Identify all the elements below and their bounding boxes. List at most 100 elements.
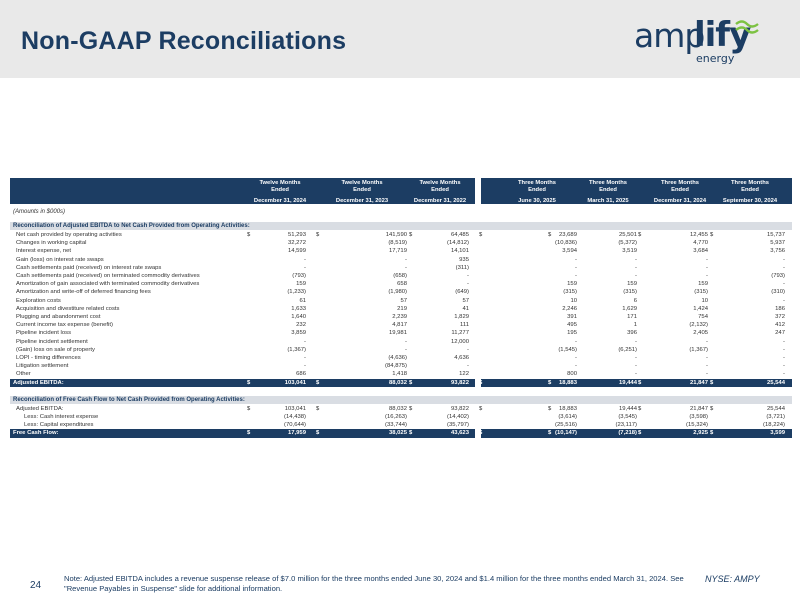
column-header-line: Ended [353, 187, 371, 194]
table-row: LOPI - timing differences - (4,636) 4,636 - -… [10, 354, 792, 362]
table-cell: (6,251) [618, 346, 637, 353]
table-cell: - [783, 264, 785, 271]
table-cell: 1,424 [693, 305, 708, 312]
table-cell: (1,980) [388, 289, 407, 296]
column-header-line: December 31, 2024 [253, 197, 307, 204]
table-cell: - [706, 256, 708, 263]
table-cell: 57 [462, 297, 469, 304]
table-cell: (1,367) [689, 346, 708, 353]
column-header-line: Twelve Months [341, 180, 383, 186]
table-cell: 4,636 [454, 355, 469, 361]
table-cell: - [706, 363, 708, 370]
column-header: Twelve Months Ended December 31, 2023 [322, 180, 402, 205]
currency-symbol: $ [479, 405, 483, 412]
table-cell: 14,101 [450, 248, 469, 255]
column-header-line: Ended [599, 187, 617, 194]
company-logo: amp lify energy [632, 14, 762, 66]
table-cell: 4,770 [693, 240, 708, 247]
table-cell: - [783, 355, 785, 361]
table-cell: 88,032 [388, 379, 407, 386]
table-cell: (14,402) [447, 414, 469, 420]
table-cell: 754 [698, 314, 708, 320]
table-cell: - [706, 273, 708, 279]
table-cell: 5,937 [770, 240, 785, 247]
table-cell: (15,324) [686, 422, 708, 429]
table-cell: 25,544 [766, 405, 785, 412]
table-cell: 658 [397, 281, 407, 288]
section-title: Reconciliation of Free Cash Flow to Net … [13, 396, 245, 403]
table-cell: (7,218) [618, 430, 637, 437]
column-header: Three Months Ended December 31, 2024 [640, 180, 720, 205]
table-cell: 10 [570, 297, 577, 304]
table-cell: - [635, 256, 637, 263]
table-cell: 38,025 [388, 430, 407, 437]
table-cell: (14,812) [447, 240, 469, 247]
table-cell: 141,590 [385, 232, 407, 238]
amounts-note: (Amounts in $000s) [13, 209, 66, 215]
row-label: Net cash provided by operating activitie… [16, 232, 122, 238]
table-row: Cash settlements paid (received) on inte… [10, 264, 792, 272]
table-cell: (16,263) [385, 414, 407, 420]
table-cell: 171 [627, 314, 637, 320]
table-cell: (14,438) [284, 414, 306, 420]
table-header: Twelve Months Ended December 31, 2024 Twelv… [10, 178, 792, 204]
table-cell: - [304, 338, 306, 345]
table-cell: - [635, 355, 637, 361]
table-cell: (35,797) [447, 422, 469, 429]
table-cell: 800 [567, 371, 577, 378]
column-header-line: March 31, 2025 [587, 197, 629, 204]
table-cell: (2,132) [689, 322, 708, 329]
currency-symbol: $ [479, 379, 483, 386]
table-cell: - [467, 273, 469, 279]
section-heading: Reconciliation of Adjusted EBITDA to Net… [10, 222, 792, 230]
table-cell: - [405, 264, 407, 271]
table-cell: - [575, 338, 577, 345]
table-cell: - [635, 338, 637, 345]
table-cell: 12,455 [689, 232, 708, 238]
table-cell: 396 [627, 330, 637, 337]
row-label: Amortization and write-off of deferred f… [16, 289, 151, 296]
table-cell: (70,644) [284, 422, 306, 429]
currency-symbol: $ [638, 379, 642, 386]
ticker-symbol: NYSE: AMPY [705, 574, 760, 584]
table-cell: (315) [563, 289, 577, 296]
column-header-line: December 31, 2022 [413, 197, 467, 204]
row-label: Changes in working capital [16, 240, 87, 247]
table-cell: - [304, 363, 306, 370]
row-label: Adjusted EBITDA: [16, 405, 64, 412]
currency-symbol: $ [710, 232, 714, 238]
table-row: Acquisition and divestiture related cost… [10, 305, 792, 313]
table-cell: - [467, 346, 469, 353]
table-cell: 17,719 [388, 248, 407, 255]
column-header: Twelve Months Ended December 31, 2022 [400, 180, 480, 205]
column-header-line: Three Months [588, 180, 627, 186]
table-cell: - [575, 355, 577, 361]
row-label: Gain (loss) on interest rate swaps [16, 256, 104, 263]
table-cell: - [635, 264, 637, 271]
slide-header: Non-GAAP Reconciliations amp lify energy [0, 0, 800, 78]
total-label: Free Cash Flow: [13, 430, 59, 437]
table-cell: 103,041 [284, 405, 306, 412]
table-cell: 103,041 [284, 379, 306, 386]
table-cell: (311) [455, 264, 469, 271]
table-cell: 18,883 [558, 379, 577, 386]
table-row: Amortization and write-off of deferred f… [10, 288, 792, 296]
row-label: Plugging and abandonment cost [16, 314, 101, 320]
table-cell: 1,629 [622, 305, 637, 312]
table-cell: 686 [296, 371, 306, 378]
table-cell: - [783, 256, 785, 263]
table-row: Less: Cash interest expense (14,438) (16,2… [10, 413, 792, 421]
column-header: Three Months Ended June 30, 2025 [497, 180, 577, 205]
table-cell: - [304, 256, 306, 263]
table-cell: 21,847 [689, 379, 708, 386]
currency-symbol: $ [247, 232, 251, 238]
table-cell: - [575, 264, 577, 271]
table-cell: 15,737 [766, 232, 785, 238]
table-cell: (315) [623, 289, 637, 296]
table-row: Cash settlements paid (received) on term… [10, 272, 792, 280]
table-cell: (1,545) [558, 346, 577, 353]
table-cell: - [467, 363, 469, 370]
currency-symbol: $ [548, 232, 552, 238]
currency-symbol: $ [710, 405, 714, 412]
row-label: Litigation settlement [16, 363, 69, 370]
